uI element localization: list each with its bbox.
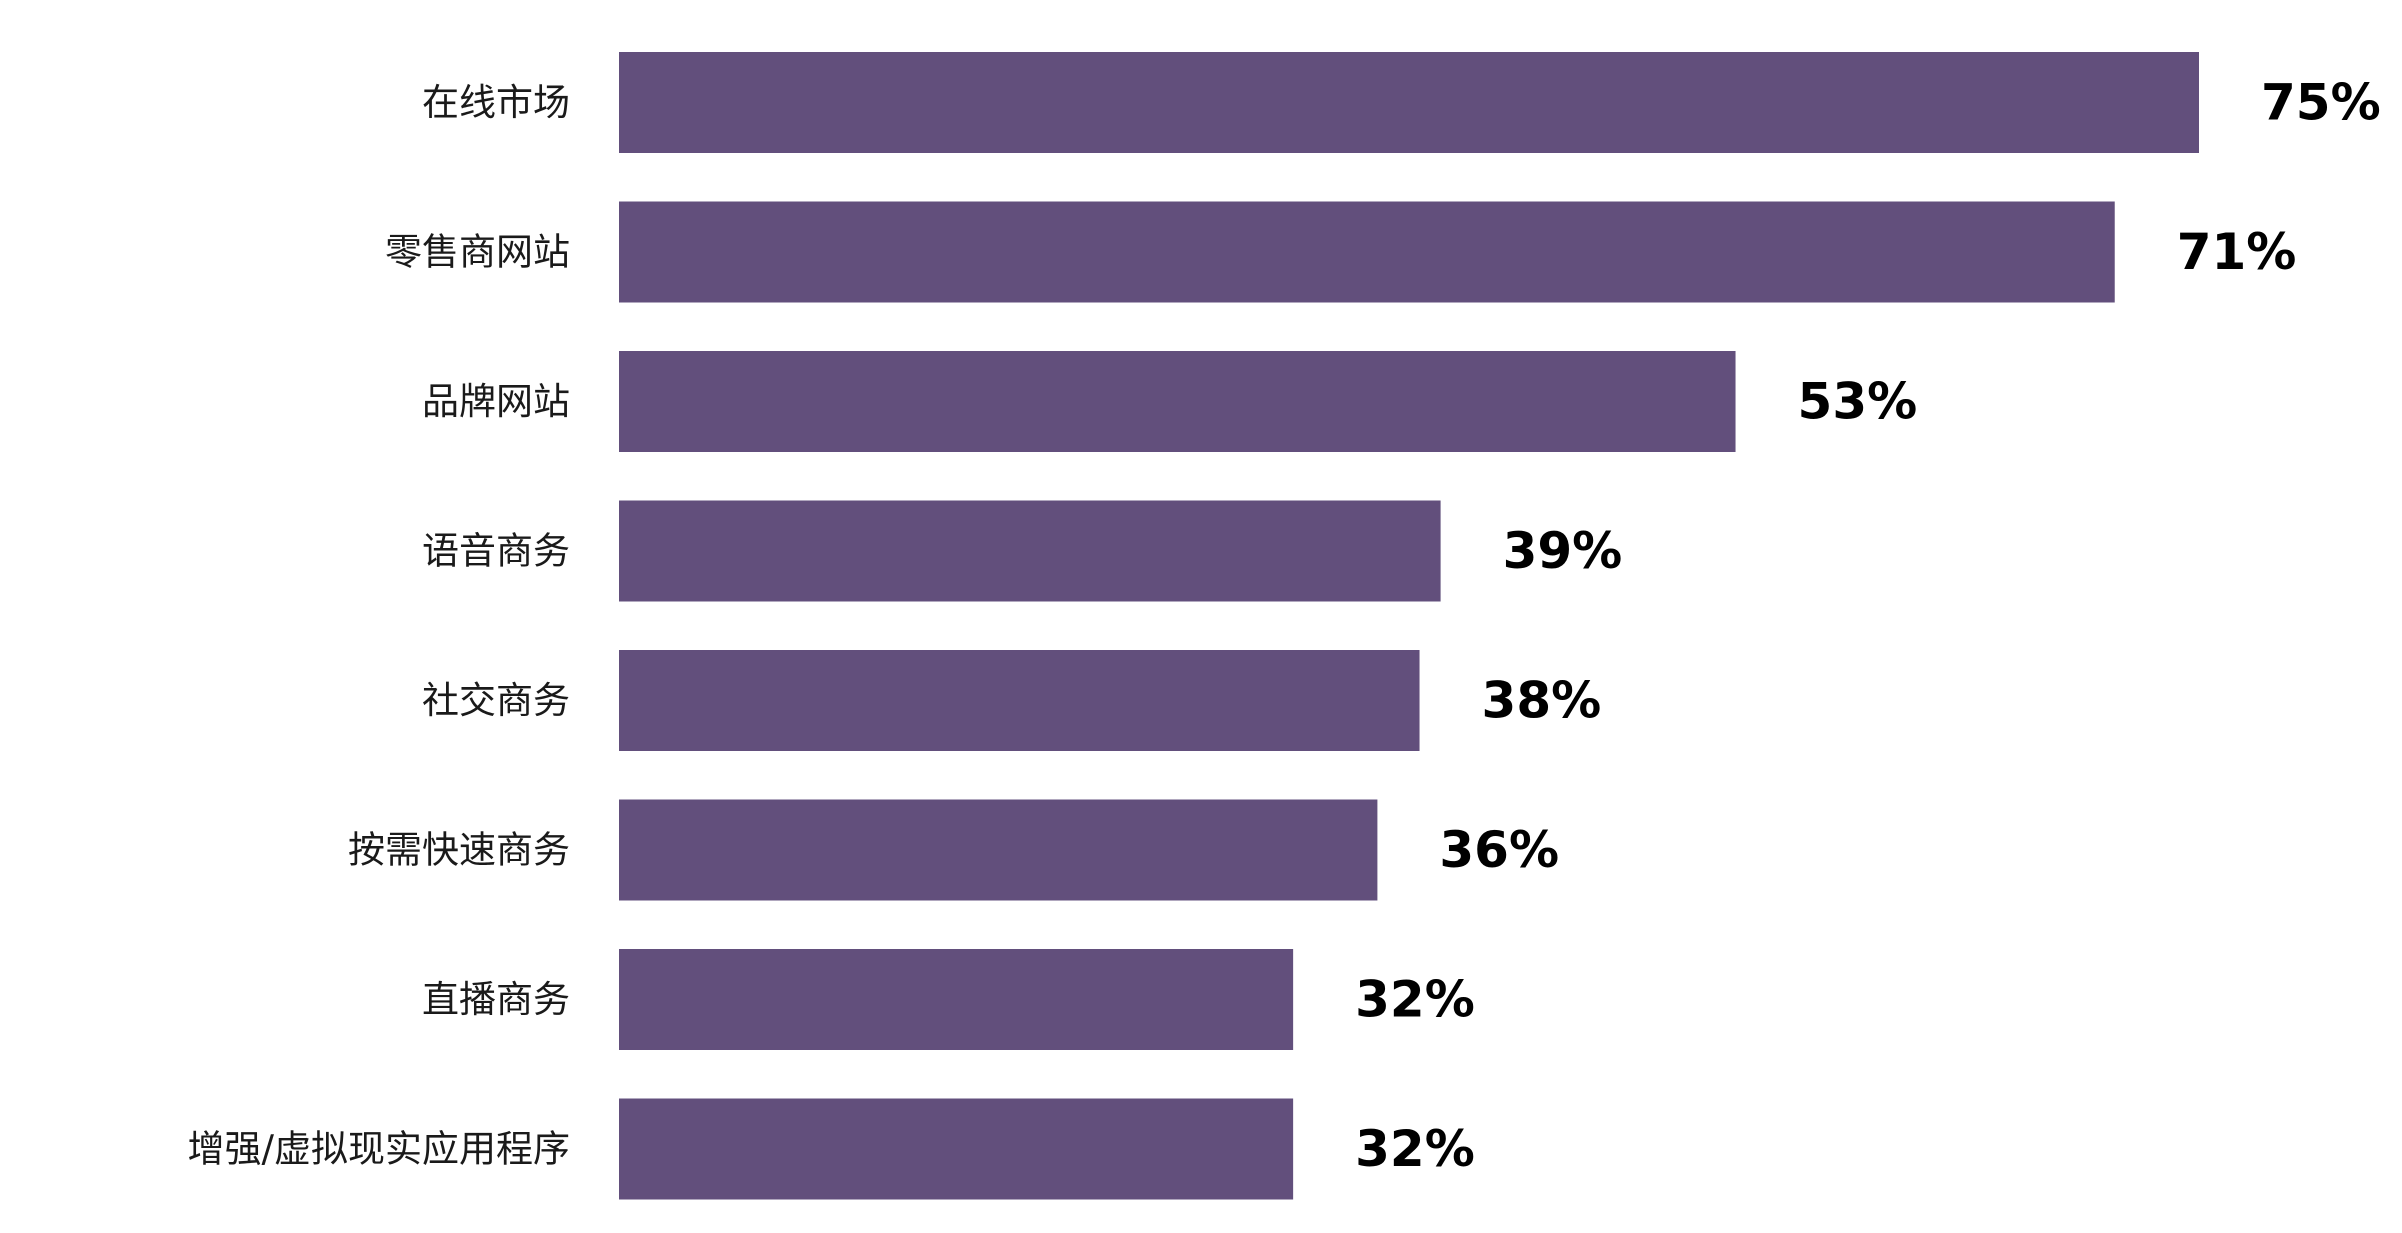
category-label: 增强/虚拟现实应用程序 xyxy=(188,1128,570,1171)
category-label: 语音商务 xyxy=(422,530,570,573)
category-label: 按需快速商务 xyxy=(348,829,570,872)
category-labels: 在线市场零售商网站品牌网站语音商务社交商务按需快速商务直播商务增强/虚拟现实应用… xyxy=(188,81,570,1171)
value-label: 38% xyxy=(1482,672,1602,730)
value-label: 32% xyxy=(1355,1120,1475,1178)
bar xyxy=(619,52,2199,153)
category-label: 品牌网站 xyxy=(422,380,570,423)
bar xyxy=(619,1098,1294,1200)
bar xyxy=(619,650,1420,751)
bar xyxy=(619,799,1378,901)
value-label: 32% xyxy=(1355,971,1475,1029)
category-label: 直播商务 xyxy=(422,978,570,1021)
bars-layer xyxy=(619,52,2199,1200)
value-labels: 75% 71% 53% 39% 38% 36% 32% 32% xyxy=(1355,74,2381,1179)
value-label: 53% xyxy=(1798,373,1918,431)
category-label: 在线市场 xyxy=(422,81,570,124)
bar xyxy=(619,500,1441,602)
value-label: 75% xyxy=(2261,74,2381,132)
bar xyxy=(619,949,1294,1050)
bar xyxy=(619,201,2115,303)
category-label: 社交商务 xyxy=(422,679,570,722)
category-label: 零售商网站 xyxy=(385,231,570,274)
value-label: 36% xyxy=(1439,821,1559,879)
value-label: 71% xyxy=(2177,223,2297,281)
value-label: 39% xyxy=(1503,522,1623,580)
bar xyxy=(619,351,1736,452)
